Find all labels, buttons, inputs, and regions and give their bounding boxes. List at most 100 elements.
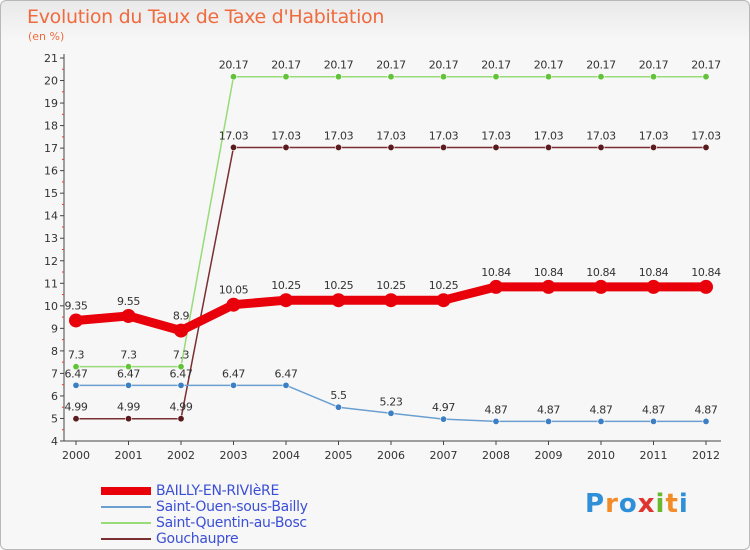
data-label: 20.17 bbox=[429, 59, 459, 72]
logo-letter: P bbox=[585, 489, 606, 519]
data-point bbox=[439, 73, 447, 81]
data-point bbox=[699, 279, 713, 294]
legend-swatch bbox=[101, 522, 151, 524]
data-label: 4.97 bbox=[432, 401, 455, 414]
y-tick-label: 10 bbox=[44, 300, 58, 313]
data-label: 10.84 bbox=[481, 266, 511, 279]
y-tick-label: 4 bbox=[51, 435, 58, 448]
data-label: 10.84 bbox=[586, 266, 616, 279]
x-tick-label: 2006 bbox=[377, 449, 405, 462]
y-tick-label: 17 bbox=[44, 142, 58, 155]
proxiti-logo: Proxiti bbox=[585, 489, 689, 519]
data-label: 4.87 bbox=[642, 403, 665, 416]
x-tick-label: 2001 bbox=[115, 449, 143, 462]
data-label: 20.17 bbox=[324, 59, 354, 72]
data-point bbox=[230, 143, 238, 151]
x-tick-label: 2004 bbox=[272, 449, 300, 462]
data-label: 17.03 bbox=[586, 129, 616, 142]
y-tick-label: 21 bbox=[44, 52, 58, 65]
data-label: 20.17 bbox=[534, 59, 564, 72]
data-point bbox=[72, 415, 80, 423]
y-tick-label: 19 bbox=[44, 97, 58, 110]
data-label: 5.5 bbox=[330, 389, 347, 402]
data-label: 17.03 bbox=[534, 129, 564, 142]
data-point bbox=[492, 143, 500, 151]
data-point bbox=[121, 308, 136, 323]
data-label: 20.17 bbox=[219, 59, 249, 72]
data-point bbox=[226, 297, 241, 312]
data-label: 17.03 bbox=[429, 129, 459, 142]
y-tick-label: 5 bbox=[51, 412, 58, 425]
data-point bbox=[649, 417, 657, 425]
data-label: 20.17 bbox=[481, 59, 511, 72]
legend-swatch bbox=[101, 487, 151, 495]
data-label: 6.47 bbox=[275, 367, 298, 380]
data-point bbox=[492, 73, 500, 81]
data-point bbox=[597, 73, 605, 81]
data-label: 6.47 bbox=[170, 367, 193, 380]
data-point bbox=[282, 73, 290, 81]
y-tick-label: 20 bbox=[44, 75, 58, 88]
data-label: 10.25 bbox=[376, 279, 406, 292]
y-tick-label: 18 bbox=[44, 120, 58, 133]
chart-title: Evolution du Taux de Taxe d'Habitation bbox=[27, 6, 385, 28]
data-point bbox=[69, 313, 83, 328]
data-label: 7.3 bbox=[173, 349, 190, 362]
data-point bbox=[72, 381, 80, 389]
legend-label: BAILLY-EN-RIVIèRE bbox=[156, 483, 280, 499]
y-tick-label: 15 bbox=[44, 187, 58, 200]
data-label: 10.84 bbox=[534, 266, 564, 279]
data-point bbox=[177, 363, 185, 371]
data-label: 10.84 bbox=[639, 266, 669, 279]
data-point bbox=[489, 279, 503, 294]
data-label: 20.17 bbox=[271, 59, 301, 72]
y-tick-label: 8 bbox=[51, 345, 58, 358]
legend-label: Saint-Quentin-au-Bosc bbox=[156, 515, 307, 531]
data-label: 17.03 bbox=[691, 129, 721, 142]
legend-label: Gouchaupre bbox=[156, 531, 239, 547]
legend-item-saint-quentin: Saint-Quentin-au-Bosc bbox=[101, 515, 361, 531]
x-tick-label: 2000 bbox=[62, 449, 90, 462]
data-point bbox=[439, 143, 447, 151]
data-point bbox=[334, 73, 342, 81]
data-point bbox=[72, 363, 80, 371]
data-label: 17.03 bbox=[639, 129, 669, 142]
x-tick-label: 2010 bbox=[587, 449, 615, 462]
data-label: 10.05 bbox=[219, 284, 249, 297]
data-point bbox=[541, 279, 556, 294]
data-label: 4.87 bbox=[590, 403, 613, 416]
data-point bbox=[282, 143, 290, 151]
data-point bbox=[230, 381, 238, 389]
data-point bbox=[177, 415, 185, 423]
x-tick-label: 2011 bbox=[640, 449, 668, 462]
logo-letter: i bbox=[678, 489, 689, 519]
data-label: 4.87 bbox=[537, 403, 560, 416]
logo-letter: i bbox=[655, 489, 666, 519]
data-point bbox=[702, 417, 710, 425]
data-label: 17.03 bbox=[376, 129, 406, 142]
y-tick-label: 16 bbox=[44, 165, 58, 178]
y-tick-label: 14 bbox=[44, 210, 58, 223]
logo-letter: r bbox=[605, 489, 619, 519]
data-label: 8.9 bbox=[173, 310, 190, 323]
data-label: 9.55 bbox=[117, 295, 140, 308]
chart-subtitle: (en %) bbox=[28, 30, 65, 43]
data-point bbox=[649, 73, 657, 81]
data-label: 6.47 bbox=[65, 367, 88, 380]
data-point bbox=[387, 409, 395, 417]
data-label: 17.03 bbox=[271, 129, 301, 142]
data-point bbox=[702, 73, 710, 81]
data-point bbox=[334, 143, 342, 151]
legend-item-bailly: BAILLY-EN-RIVIèRE bbox=[101, 483, 361, 499]
x-tick-label: 2005 bbox=[325, 449, 353, 462]
data-point bbox=[492, 417, 500, 425]
data-point bbox=[702, 143, 710, 151]
data-point bbox=[174, 323, 188, 338]
data-label: 10.84 bbox=[691, 266, 721, 279]
legend-item-saint-ouen: Saint-Ouen-sous-Bailly bbox=[101, 499, 361, 515]
logo-letter: t bbox=[665, 489, 679, 519]
data-label: 17.03 bbox=[324, 129, 354, 142]
data-label: 7.3 bbox=[120, 349, 137, 362]
